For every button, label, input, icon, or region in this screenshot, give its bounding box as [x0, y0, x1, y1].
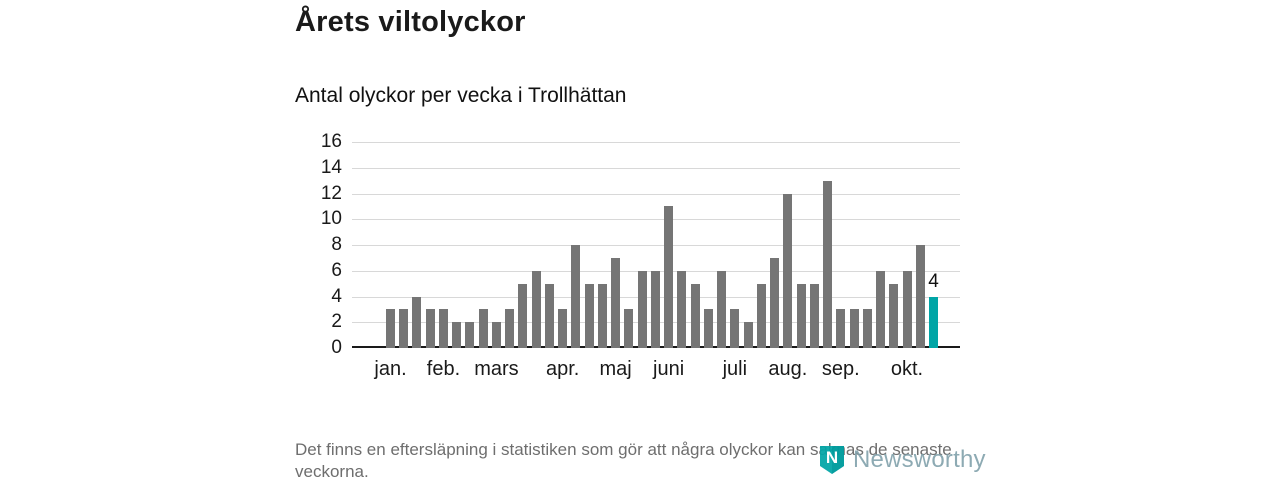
x-axis-labels: jan. feb. mars apr. maj juni juli aug. sep. okt.	[374, 358, 938, 384]
bar-week-3	[412, 296, 422, 348]
bar-week-4	[425, 309, 435, 348]
x-tick-jan: jan.	[374, 358, 407, 380]
bar-week-9	[491, 322, 501, 348]
y-tick-label: 2	[331, 311, 342, 333]
y-tick-label: 6	[331, 259, 342, 281]
bar-week-10	[505, 309, 515, 348]
newsworthy-logo: N Newsworthy	[818, 445, 986, 475]
bar-week-30	[770, 257, 780, 348]
gridline	[352, 193, 960, 195]
bar-week-15	[571, 245, 581, 348]
bar-week-18	[611, 257, 621, 348]
bar-week-14	[558, 309, 568, 348]
bar-week-24	[690, 283, 700, 348]
footnote: Det finns en eftersläpning i statistiken…	[295, 440, 952, 481]
gridline	[352, 142, 960, 143]
bar-week-22	[664, 206, 674, 348]
x-tick-aug: aug.	[768, 358, 808, 380]
newsworthy-logo-icon: N	[820, 446, 844, 474]
bar-week-38	[876, 270, 886, 348]
bar-week-20	[637, 270, 647, 348]
bar-week-17	[597, 283, 607, 348]
y-tick-label: 0	[331, 337, 342, 358]
bar-week-1	[386, 309, 395, 348]
y-tick-label: 10	[320, 208, 342, 230]
bar-week-11	[518, 283, 528, 348]
gridline	[352, 167, 960, 169]
bar-week-2	[399, 309, 409, 348]
bar-current-week	[929, 296, 938, 348]
bar-week-40	[902, 270, 912, 348]
bar-week-13	[544, 283, 554, 348]
x-tick-sep: sep.	[821, 358, 860, 380]
y-tick-label: 14	[320, 156, 342, 178]
y-tick-label: 16	[320, 131, 342, 152]
chart-subtitle: Antal olyckor per vecka i Trollhättan	[295, 84, 627, 107]
y-tick-label: 4	[331, 285, 342, 307]
bar-week-41	[915, 245, 925, 348]
chart-title: Årets viltolyckor	[295, 6, 526, 38]
x-tick-maj: maj	[599, 358, 632, 380]
x-tick-juni: juni	[653, 358, 685, 380]
bar-week-6	[452, 322, 462, 348]
x-tick-apr: apr.	[545, 358, 580, 380]
bar-week-31	[783, 193, 793, 348]
bar-week-35	[836, 309, 846, 348]
bar-week-27	[730, 309, 740, 348]
bar-week-28	[743, 322, 753, 348]
bar-week-29	[756, 283, 766, 348]
bar-week-19	[624, 309, 634, 348]
bar-week-39	[889, 283, 899, 348]
bar-week-26	[717, 270, 727, 348]
x-tick-mars: mars	[474, 358, 519, 380]
bar-week-12	[531, 270, 541, 348]
bar-week-25	[703, 309, 713, 348]
bar-week-36	[849, 309, 859, 348]
bar-week-37	[862, 309, 872, 348]
gridline	[352, 245, 960, 246]
bar-week-33	[809, 283, 819, 348]
newsworthy-logo-text: Newsworthy	[853, 446, 986, 473]
bar-week-16	[584, 283, 594, 348]
y-tick-label: 8	[331, 234, 342, 255]
chart-bars	[386, 142, 938, 348]
bar-week-21	[650, 270, 660, 348]
x-tick-juli: juli	[722, 358, 748, 380]
highlight-value-label: 4	[928, 270, 939, 292]
svg-text:N: N	[826, 448, 838, 467]
bar-chart: 0 2 4 6 8 10 12 14 16 jan. feb. mars apr. maj juni jul…	[321, 131, 960, 380]
bar-week-7	[465, 322, 475, 348]
gridline	[352, 219, 960, 221]
bar-week-34	[823, 180, 833, 348]
bar-week-8	[478, 309, 488, 348]
bar-week-23	[677, 270, 687, 348]
bar-week-32	[796, 283, 806, 348]
y-tick-label: 12	[320, 182, 342, 204]
x-tick-feb: feb.	[426, 358, 461, 380]
bar-week-5	[438, 309, 448, 348]
x-tick-okt: okt.	[890, 358, 924, 380]
